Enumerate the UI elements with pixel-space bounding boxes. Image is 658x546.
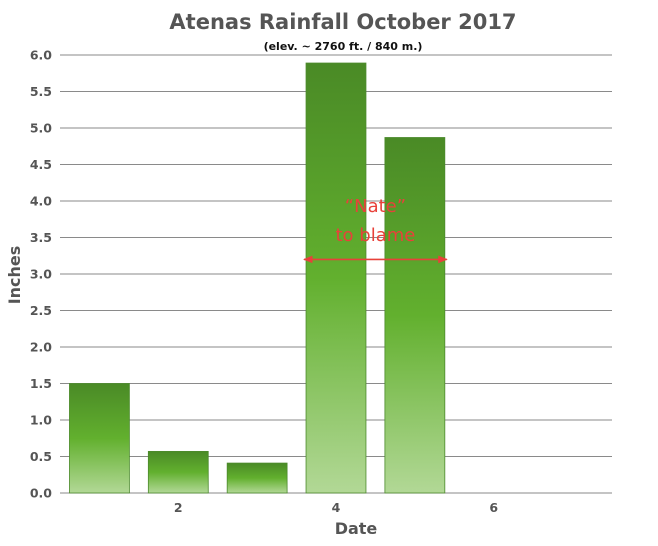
y-tick-label: 3.0	[30, 267, 52, 282]
y-axis-ticks: 0.0 0.5 1.0 1.5 2.0 2.5 3.0 3.5 4.0 4.5 5.0 5.5 6.0	[30, 48, 52, 501]
bar	[305, 62, 367, 494]
y-tick-label: 3.5	[30, 230, 52, 245]
annotation: “Nate” to blame	[303, 196, 448, 264]
annotation-line-1: “Nate”	[345, 196, 406, 217]
y-tick-label: 1.5	[30, 376, 52, 391]
chart-title: Atenas Rainfall October 2017	[169, 10, 516, 34]
x-tick-label: 4	[332, 500, 341, 515]
chart-subtitle: (elev. ~ 2760 ft. / 840 m.)	[264, 40, 423, 53]
bars	[69, 62, 446, 494]
y-tick-label: 1.0	[30, 413, 52, 428]
x-axis-title: Date	[335, 519, 378, 538]
y-tick-label: 0.0	[30, 486, 52, 501]
y-tick-label: 2.0	[30, 340, 52, 355]
y-tick-label: 6.0	[30, 48, 52, 63]
annotation-line-2: to blame	[335, 225, 415, 246]
y-tick-label: 5.5	[30, 84, 52, 99]
x-tick-label: 6	[489, 500, 498, 515]
y-axis-title: Inches	[5, 246, 24, 305]
bar	[384, 137, 446, 494]
y-tick-label: 0.5	[30, 449, 52, 464]
bar	[226, 462, 288, 494]
x-tick-label: 2	[174, 500, 183, 515]
y-tick-label: 2.5	[30, 303, 52, 318]
y-tick-label: 4.0	[30, 194, 52, 209]
bar	[147, 450, 209, 494]
x-axis-ticks: 2 4 6	[174, 500, 498, 515]
y-tick-label: 4.5	[30, 157, 52, 172]
y-tick-label: 5.0	[30, 121, 52, 136]
bar	[69, 383, 130, 494]
